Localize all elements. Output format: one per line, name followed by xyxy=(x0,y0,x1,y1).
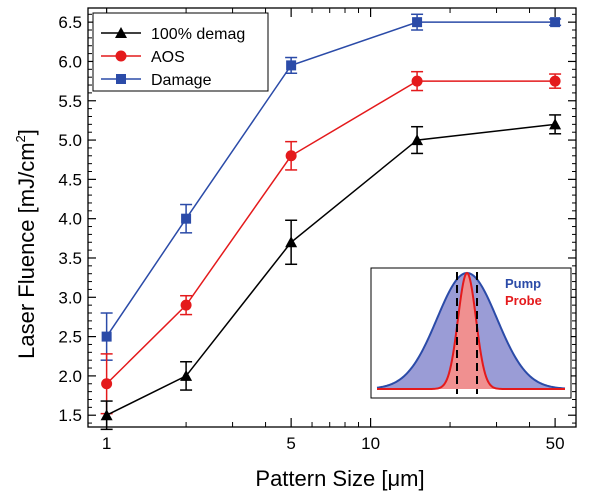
x-tick-label: 50 xyxy=(546,434,565,453)
y-tick-label: 6.0 xyxy=(58,52,82,71)
data-point-triangle xyxy=(285,236,298,248)
data-point-circle xyxy=(180,299,192,311)
y-axis-label: Laser Fluence [mJ/cm2] xyxy=(13,129,39,359)
y-tick-label: 3.0 xyxy=(58,288,82,307)
y-axis-label-superscript: 2 xyxy=(13,135,28,142)
data-point-triangle xyxy=(180,369,193,381)
y-tick-label: 4.5 xyxy=(58,170,82,189)
y-tick-label: 2.5 xyxy=(58,328,82,347)
legend: 100% demag AOS Damage xyxy=(92,12,269,92)
y-tick-label: 5.0 xyxy=(58,131,82,150)
y-tick-label: 5.5 xyxy=(58,92,82,111)
data-point-circle xyxy=(285,150,297,162)
data-point-square xyxy=(116,74,126,84)
inset-label: Probe xyxy=(505,293,542,308)
data-point-square xyxy=(412,17,423,28)
x-tick-label: 1 xyxy=(102,434,111,453)
legend-label: 100% demag xyxy=(151,26,245,43)
data-point-square xyxy=(550,17,561,28)
series-100-demag xyxy=(100,114,562,431)
y-tick-label: 1.5 xyxy=(58,406,82,425)
probe-curve xyxy=(377,271,565,390)
x-tick-label: 10 xyxy=(361,434,380,453)
data-point-circle xyxy=(115,50,127,62)
y-tick-label: 6.5 xyxy=(58,13,82,32)
data-point-square xyxy=(181,213,192,224)
legend-item: Damage xyxy=(101,72,212,89)
probe-fill xyxy=(377,273,565,389)
data-point-circle xyxy=(549,75,561,87)
series-layer xyxy=(100,13,562,431)
legend-label: Damage xyxy=(151,72,212,89)
pump-curve xyxy=(376,271,566,390)
x-axis-label-unit: μm xyxy=(387,466,418,491)
data-point-square xyxy=(286,60,297,71)
data-point-triangle xyxy=(115,27,127,38)
x-tick-label: 5 xyxy=(286,434,295,453)
legend-label: AOS xyxy=(151,49,185,66)
y-tick-label: 4.0 xyxy=(58,210,82,229)
legend-item: AOS xyxy=(101,49,185,66)
y-tick-label: 3.5 xyxy=(58,249,82,268)
data-point-triangle xyxy=(549,118,562,130)
data-point-triangle xyxy=(100,409,113,421)
legend-item: 100% demag xyxy=(101,26,245,43)
data-point-circle xyxy=(101,378,113,390)
data-point-circle xyxy=(411,75,423,87)
x-axis-label: Pattern Size [μm] xyxy=(255,466,424,491)
data-point-triangle xyxy=(411,134,424,146)
inset-beam-profile: Pump Probe xyxy=(370,267,572,399)
series-damage xyxy=(100,13,562,361)
axis-tick-labels: 1.5 2.0 2.5 3.0 3.5 4.0 4.5 5.0 5.5 6.0 6.5 1 5 10 50 xyxy=(58,13,564,453)
data-point-square xyxy=(101,331,112,342)
inset-label: Pump xyxy=(505,276,541,291)
plot-area xyxy=(87,7,577,428)
y-tick-label: 2.0 xyxy=(58,367,82,386)
